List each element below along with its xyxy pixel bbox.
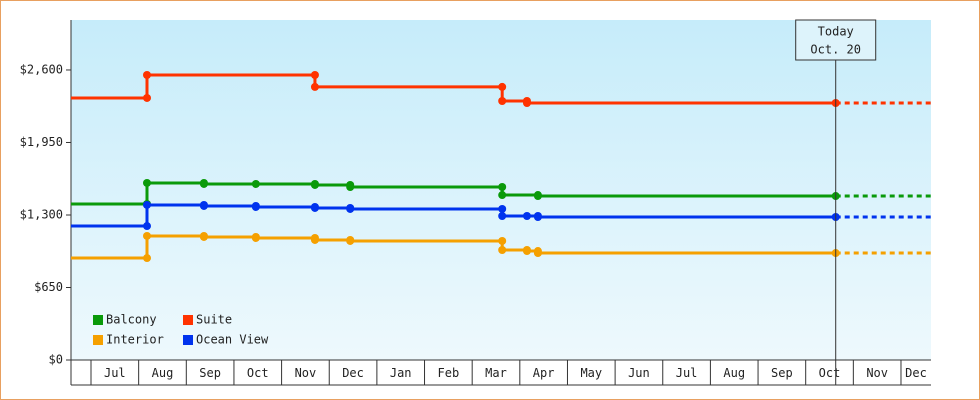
x-tick-label: Sep <box>771 366 793 380</box>
point <box>498 82 507 91</box>
point <box>142 200 151 209</box>
point <box>498 211 507 220</box>
point <box>142 254 151 263</box>
point <box>522 211 531 220</box>
point <box>533 212 542 221</box>
point <box>522 247 531 256</box>
point <box>142 231 151 240</box>
point <box>522 98 531 107</box>
point <box>498 236 507 245</box>
legend-label: Ocean View <box>196 333 269 347</box>
point <box>310 235 319 244</box>
y-tick-label: $1,300 <box>20 207 63 221</box>
x-tick-label: May <box>580 366 602 380</box>
x-tick-label: Aug <box>152 366 174 380</box>
point <box>142 178 151 187</box>
point <box>310 180 319 189</box>
point <box>310 70 319 79</box>
x-tick-label: Oct <box>819 366 841 380</box>
x-tick-label: Nov <box>866 366 888 380</box>
x-tick-label: Oct <box>247 366 269 380</box>
point <box>346 204 355 213</box>
legend-label: Suite <box>196 313 232 327</box>
x-tick-label: Jun <box>628 366 650 380</box>
today-box <box>795 19 877 61</box>
point <box>142 93 151 102</box>
x-tick-label: Sep <box>199 366 221 380</box>
x-tick-label: Apr <box>533 366 555 380</box>
legend-swatch <box>93 315 103 325</box>
y-tick-label: $650 <box>34 280 63 294</box>
point <box>251 233 260 242</box>
point <box>498 191 507 200</box>
point <box>310 82 319 91</box>
legend-swatch <box>93 335 103 345</box>
x-tick-label: Dec <box>905 366 927 380</box>
x-tick-label: Jul <box>104 366 126 380</box>
x-tick-label: Mar <box>485 366 507 380</box>
point <box>142 222 151 231</box>
legend-label: Interior <box>106 333 164 347</box>
point <box>251 202 260 211</box>
point <box>498 246 507 255</box>
point <box>498 204 507 213</box>
point <box>199 179 208 188</box>
today-label: Today <box>818 25 854 39</box>
point <box>533 249 542 258</box>
y-tick-label: $1,950 <box>20 135 63 149</box>
x-tick-label: Aug <box>723 366 745 380</box>
y-tick-label: $2,600 <box>20 62 63 76</box>
x-tick-label: Jan <box>390 366 412 380</box>
x-tick-label: Dec <box>342 366 364 380</box>
point <box>346 182 355 191</box>
point <box>199 201 208 210</box>
point <box>199 232 208 241</box>
point <box>142 70 151 79</box>
point <box>498 182 507 191</box>
legend-swatch <box>183 335 193 345</box>
x-tick-label: Feb <box>438 366 460 380</box>
point <box>346 236 355 245</box>
point <box>310 203 319 212</box>
today-date: Oct. 20 <box>810 43 861 57</box>
legend-label: Balcony <box>106 313 157 327</box>
y-tick-label: $0 <box>49 353 63 367</box>
point <box>498 96 507 105</box>
x-tick-label: Nov <box>295 366 317 380</box>
legend-swatch <box>183 315 193 325</box>
point <box>533 192 542 201</box>
point <box>251 179 260 188</box>
x-tick-label: Jul <box>676 366 698 380</box>
